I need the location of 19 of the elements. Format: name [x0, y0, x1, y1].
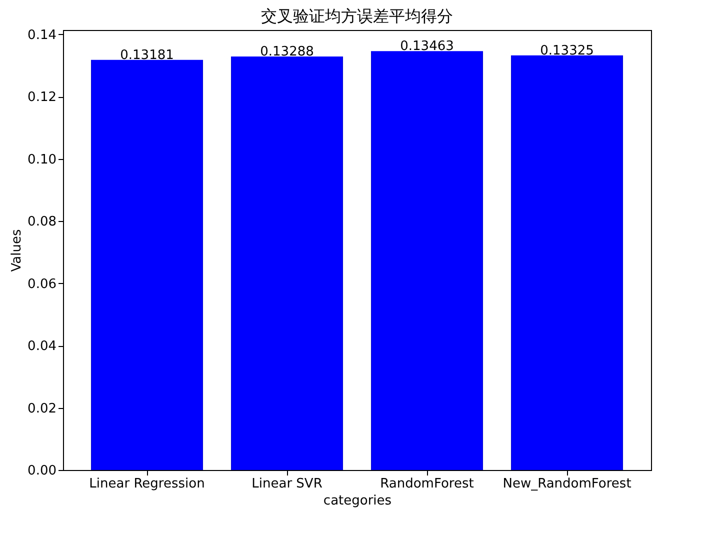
- x-tick-label: Linear SVR: [252, 476, 322, 492]
- data-label: 0.13181: [120, 48, 174, 63]
- data-label: 0.13288: [260, 44, 314, 60]
- x-tick-label: RandomForest: [380, 476, 474, 492]
- x-axis-title: categories: [323, 494, 392, 508]
- x-tick-label: Linear Regression: [89, 476, 205, 492]
- y-tick-label: 0.06: [28, 276, 56, 292]
- y-tick-label: 0.10: [28, 152, 56, 168]
- y-tick-label: 0.00: [28, 464, 56, 478]
- y-tick-label: 0.08: [28, 214, 56, 230]
- data-label: 0.13325: [540, 43, 594, 58]
- chart-title: 交叉验证均方误差平均得分: [261, 6, 453, 26]
- y-tick-label: 0.12: [28, 90, 56, 106]
- y-axis-title: Values: [10, 229, 25, 272]
- y-tick-label: 0.14: [28, 28, 56, 43]
- x-tick-label: New_RandomForest: [502, 476, 632, 492]
- y-tick-label: 0.02: [28, 401, 56, 416]
- y-tick-label: 0.04: [28, 339, 56, 354]
- data-label: 0.13463: [400, 39, 454, 54]
